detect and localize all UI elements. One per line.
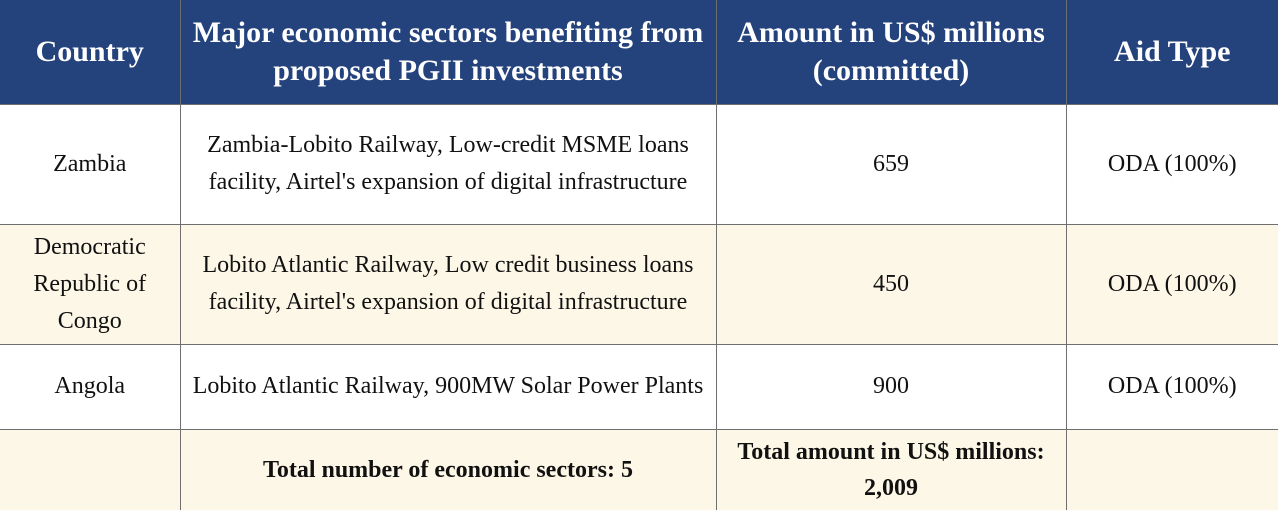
header-amount: Amount in US$ millions (committed) [715,0,1067,105]
aid-type-cell: ODA (100%) [1065,223,1278,345]
header-row: Country Major economic sectors benefitin… [0,0,1278,105]
header-country: Country [0,0,181,105]
sectors-cell: Zambia-Lobito Railway, Low-credit MSME l… [179,103,717,225]
totals-row: Total number of economic sectors: 5 Tota… [0,428,1278,510]
sectors-cell: Lobito Atlantic Railway, 900MW Solar Pow… [179,343,717,430]
sectors-cell: Lobito Atlantic Railway, Low credit busi… [179,223,717,345]
aid-type-cell: ODA (100%) [1065,343,1278,430]
table-row: Angola Lobito Atlantic Railway, 900MW So… [0,343,1278,430]
country-cell: Democratic Republic of Congo [0,223,181,345]
totals-sectors-cell: Total number of economic sectors: 5 [179,428,717,510]
amount-cell: 659 [715,103,1067,225]
table-row: Zambia Zambia-Lobito Railway, Low-credit… [0,103,1278,225]
header-sectors: Major economic sectors benefiting from p… [179,0,717,105]
totals-amount-cell: Total amount in US$ millions: 2,009 [715,428,1067,510]
header-aid-type: Aid Type [1065,0,1278,105]
amount-cell: 450 [715,223,1067,345]
amount-cell: 900 [715,343,1067,430]
aid-type-cell: ODA (100%) [1065,103,1278,225]
country-cell: Zambia [0,103,181,225]
country-cell: Angola [0,343,181,430]
totals-aid-type-cell [1065,428,1278,510]
totals-country-cell [0,428,181,510]
table-row: Democratic Republic of Congo Lobito Atla… [0,223,1278,345]
